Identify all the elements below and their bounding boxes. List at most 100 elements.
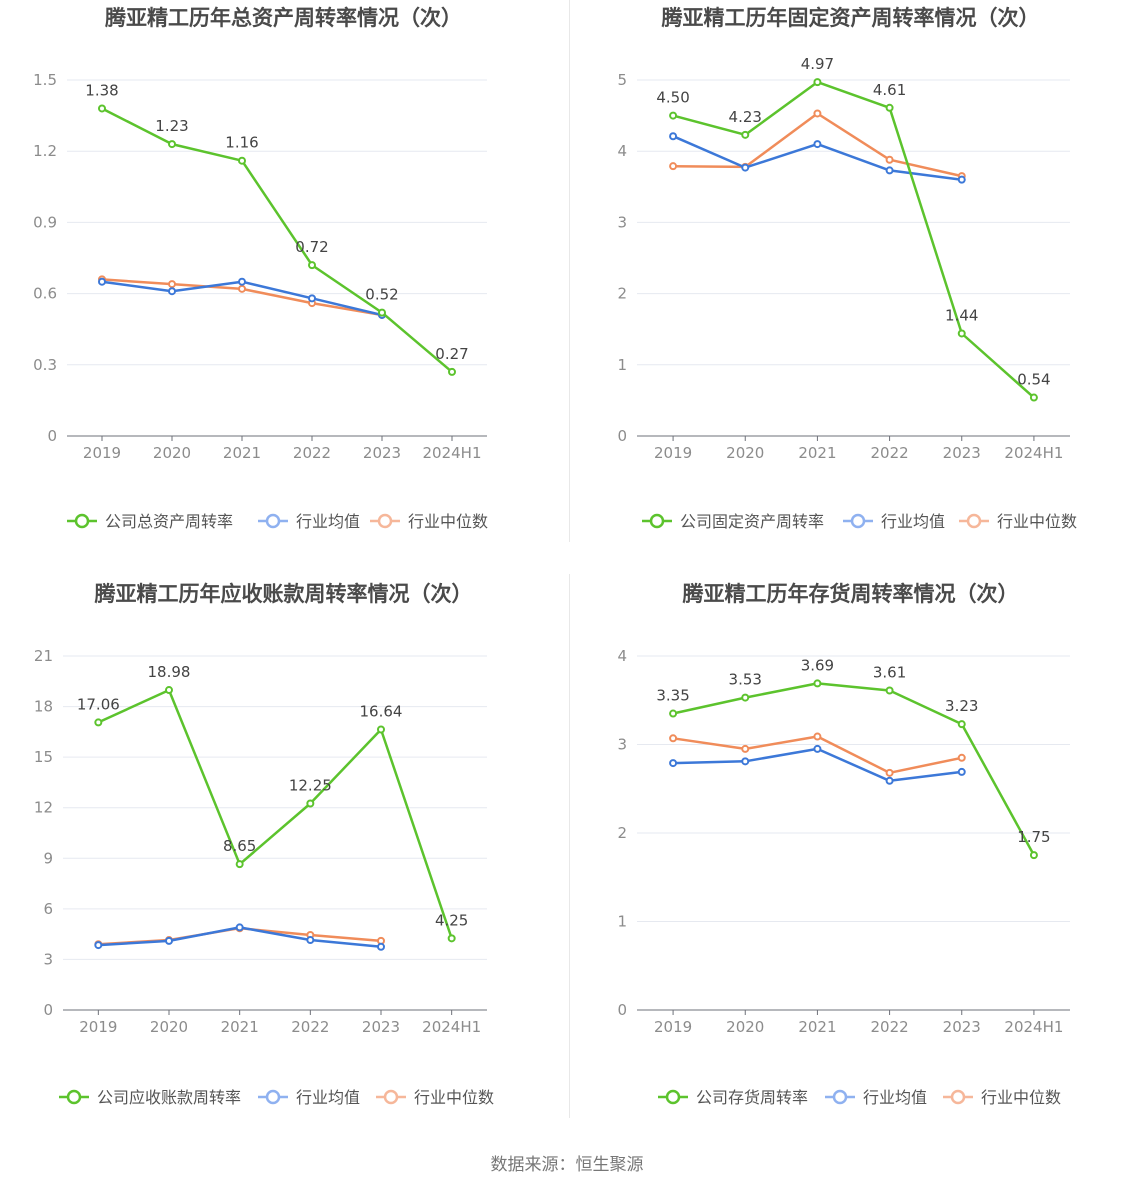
y-tick-label: 1.5 xyxy=(33,71,57,89)
data-point-avg xyxy=(238,277,246,286)
data-label: 1.16 xyxy=(225,134,258,152)
y-tick-label: 1.2 xyxy=(33,142,57,160)
data-label: 4.50 xyxy=(656,89,689,107)
x-tick-label: 2019 xyxy=(654,444,692,462)
data-point-median xyxy=(813,732,822,741)
data-point-avg xyxy=(306,936,315,945)
data-label: 0.72 xyxy=(295,238,328,256)
data-point-median xyxy=(885,155,894,164)
legend-item-avg: 行业均值 xyxy=(825,1088,927,1107)
data-label: 3.23 xyxy=(945,697,978,715)
data-point-company xyxy=(885,103,894,112)
data-point-company xyxy=(957,329,966,338)
data-point-avg xyxy=(885,166,894,175)
legend-item-company: 公司总资产周转率 xyxy=(67,512,233,531)
chart-receivables-turnover: 腾亚精工历年应收账款周转率情况（次） 0 3 6 9 12 15 18 21 2019 2020 20… xyxy=(0,576,567,1121)
legend-item-median: 行业中位数 xyxy=(959,512,1077,531)
x-tick-label: 2021 xyxy=(798,444,836,462)
legend-item-company: 公司固定资产周转率 xyxy=(642,512,824,531)
chart-svg: 腾亚精工历年应收账款周转率情况（次） 0 3 6 9 12 15 18 21 2019 2020 20… xyxy=(34,582,494,1107)
data-label: 3.69 xyxy=(801,656,834,674)
legend-label: 行业均值 xyxy=(296,512,360,531)
x-tick-label: 2021 xyxy=(221,1018,259,1036)
y-tick-label: 0.9 xyxy=(33,213,57,231)
y-tick-label: 5 xyxy=(617,71,627,89)
data-point-company xyxy=(238,156,246,165)
chart-svg: 腾亚精工历年总资产周转率情况（次） 0 0.3 0.6 0.9 1.2 1.5 2019 202… xyxy=(33,6,488,531)
data-label: 17.06 xyxy=(77,695,120,713)
legend-marker xyxy=(383,1089,399,1105)
chart-title: 腾亚精工历年应收账款周转率情况（次） xyxy=(95,582,473,606)
chart-total-asset-turnover: 腾亚精工历年总资产周转率情况（次） 0 0.3 0.6 0.9 1.2 1.5 2019 202… xyxy=(0,0,567,545)
legend-label: 行业均值 xyxy=(881,512,945,531)
y-tick-label: 2 xyxy=(617,824,627,842)
series-line-median xyxy=(672,735,963,775)
x-tick-label: 2020 xyxy=(726,1018,764,1036)
legend-item-avg: 行业均值 xyxy=(843,512,945,531)
data-point-avg xyxy=(957,175,966,184)
x-tick-label: 2022 xyxy=(293,444,331,462)
y-tick-label: 0.6 xyxy=(33,285,57,303)
chart-inventory-turnover: 腾亚精工历年存货周转率情况（次） 0 1 2 3 4 2019 2020 2021 2022 202… xyxy=(567,576,1134,1121)
data-point-company xyxy=(813,78,822,87)
x-tick-label: 2024H1 xyxy=(423,444,482,462)
data-point-median xyxy=(957,753,966,762)
series-line-company xyxy=(97,688,453,939)
data-source: 数据来源：恒生聚源 xyxy=(490,1155,644,1175)
data-point-median xyxy=(168,280,176,289)
legend-item-avg: 行业均值 xyxy=(258,1088,360,1107)
series-line-company xyxy=(101,107,453,373)
x-tick-label: 2023 xyxy=(362,1018,400,1036)
data-point-company xyxy=(741,693,750,702)
chart-title: 腾亚精工历年存货周转率情况（次） xyxy=(683,582,1019,606)
data-point-company xyxy=(885,686,894,695)
data-label: 18.98 xyxy=(148,663,191,681)
y-tick-label: 0 xyxy=(43,1001,53,1019)
data-point-company xyxy=(377,725,385,734)
y-tick-label: 4 xyxy=(617,647,627,665)
data-label: 0.27 xyxy=(435,345,468,363)
data-point-avg xyxy=(94,941,103,950)
data-label: 12.25 xyxy=(289,777,332,795)
data-point-avg xyxy=(377,942,385,951)
y-tick-label: 1 xyxy=(617,913,627,931)
x-tick-label: 2019 xyxy=(83,444,121,462)
data-label: 0.54 xyxy=(1017,371,1050,389)
y-tick-label: 0 xyxy=(617,1001,627,1019)
data-point-company xyxy=(308,261,316,270)
data-point-median xyxy=(669,734,678,743)
data-point-company xyxy=(448,367,456,376)
data-point-company xyxy=(94,718,103,727)
y-tick-label: 1 xyxy=(617,356,627,374)
data-point-company xyxy=(1029,851,1038,860)
data-point-avg xyxy=(168,287,176,296)
data-point-median xyxy=(238,284,246,293)
x-tick-label: 2024H1 xyxy=(1004,1018,1063,1036)
legend-label: 公司总资产周转率 xyxy=(105,512,233,531)
series-line-company xyxy=(672,80,1035,399)
legend-marker xyxy=(950,1089,966,1105)
data-label: 8.65 xyxy=(223,837,256,855)
data-point-company xyxy=(813,679,822,688)
data-point-company xyxy=(98,104,106,113)
legend-label: 公司存货周转率 xyxy=(696,1088,808,1107)
data-point-avg xyxy=(885,776,894,785)
data-label: 3.61 xyxy=(873,664,906,682)
legend-marker xyxy=(265,513,281,529)
data-point-company xyxy=(447,934,456,943)
data-label: 4.97 xyxy=(801,55,834,73)
data-label: 3.35 xyxy=(656,687,689,705)
data-label: 1.44 xyxy=(945,306,978,324)
legend-label: 行业均值 xyxy=(863,1088,927,1107)
x-tick-label: 2023 xyxy=(943,444,981,462)
divider-top xyxy=(569,0,570,542)
x-tick-label: 2021 xyxy=(223,444,261,462)
data-point-company xyxy=(957,720,966,729)
y-tick-label: 0.3 xyxy=(33,356,57,374)
y-tick-label: 2 xyxy=(617,285,627,303)
chart-title: 腾亚精工历年总资产周转率情况（次） xyxy=(105,6,462,30)
legend-item-median: 行业中位数 xyxy=(376,1088,494,1107)
data-point-median xyxy=(669,162,678,171)
data-point-company xyxy=(306,799,315,808)
y-tick-label: 6 xyxy=(43,900,53,918)
